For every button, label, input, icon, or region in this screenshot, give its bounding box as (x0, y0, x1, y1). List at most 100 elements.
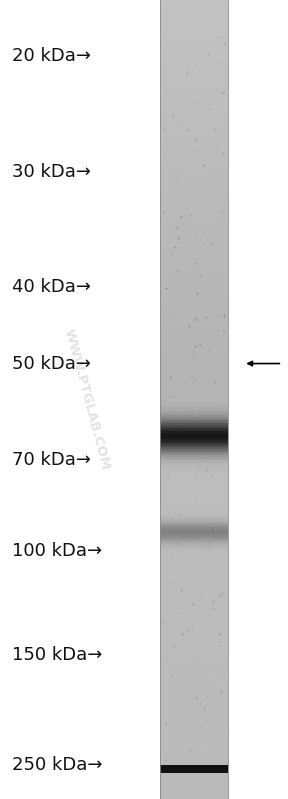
Bar (160, 486, 228, 487)
Bar (160, 730, 228, 732)
Bar (160, 0, 228, 2)
Bar (160, 796, 228, 797)
Bar (160, 713, 228, 714)
Bar (160, 157, 228, 158)
Bar (160, 355, 228, 356)
Bar (160, 201, 228, 203)
Bar (160, 235, 228, 237)
Bar (160, 340, 228, 342)
Bar (160, 158, 228, 160)
Bar (160, 396, 228, 398)
Bar (160, 706, 228, 708)
Bar (160, 666, 228, 668)
Bar (160, 446, 228, 447)
Bar (160, 190, 228, 192)
Bar (160, 163, 228, 165)
Bar (160, 580, 228, 582)
Bar (160, 500, 228, 502)
Bar (160, 409, 228, 411)
Bar (160, 326, 228, 328)
Bar (160, 259, 228, 260)
Bar (160, 37, 228, 38)
Bar (160, 547, 228, 548)
Bar (160, 626, 228, 628)
Bar (160, 570, 228, 572)
Bar (160, 689, 228, 690)
Bar (160, 588, 228, 590)
Bar (160, 567, 228, 569)
Bar (160, 449, 228, 451)
Bar (160, 741, 228, 743)
Bar (160, 574, 228, 575)
Bar (160, 93, 228, 94)
Bar (160, 556, 228, 558)
Bar (160, 606, 228, 607)
Bar (160, 705, 228, 706)
Bar (160, 761, 228, 762)
Bar (160, 772, 228, 773)
Bar (160, 75, 228, 77)
Bar (160, 150, 228, 152)
Bar (160, 639, 228, 641)
Bar (160, 5, 228, 6)
Bar (160, 206, 228, 208)
Bar (160, 13, 228, 14)
Bar (160, 273, 228, 275)
Bar (160, 630, 228, 631)
Bar (160, 481, 228, 483)
Bar (160, 46, 228, 48)
Bar (160, 612, 228, 614)
Bar (160, 147, 228, 149)
Bar (160, 336, 228, 337)
Bar (160, 454, 228, 455)
Bar (160, 780, 228, 781)
Bar (160, 286, 228, 288)
Bar (160, 316, 228, 318)
Bar (160, 123, 228, 125)
Bar (160, 177, 228, 179)
Bar (160, 393, 228, 395)
Bar (160, 283, 228, 284)
Bar (160, 551, 228, 553)
Text: WWW.PTGLAB.COM: WWW.PTGLAB.COM (61, 328, 111, 471)
Bar (160, 577, 228, 578)
Bar (160, 205, 228, 206)
Bar (160, 61, 228, 62)
Bar (160, 425, 228, 427)
Bar (160, 29, 228, 30)
Bar (160, 610, 228, 612)
Bar (160, 623, 228, 625)
Bar (160, 749, 228, 751)
Bar (160, 260, 228, 262)
Bar (160, 470, 228, 471)
Bar (160, 444, 228, 446)
Bar (160, 499, 228, 500)
Text: 50 kDa→: 50 kDa→ (12, 355, 90, 372)
Bar (160, 149, 228, 150)
Bar (160, 280, 228, 281)
Bar (160, 655, 228, 657)
Bar (160, 22, 228, 24)
Bar (160, 564, 228, 566)
Bar (160, 328, 228, 329)
Bar (160, 411, 228, 412)
Bar (160, 224, 228, 225)
Bar (160, 607, 228, 609)
Bar (160, 668, 228, 670)
Bar (160, 360, 228, 361)
Bar (160, 19, 228, 21)
Bar (160, 56, 228, 58)
Bar (160, 625, 228, 626)
Bar (160, 631, 228, 633)
Bar (160, 222, 228, 224)
Bar (160, 725, 228, 727)
Bar (160, 737, 228, 738)
Bar (160, 176, 228, 177)
Bar (160, 452, 228, 454)
Bar (160, 762, 228, 764)
Bar (160, 214, 228, 216)
Bar (160, 716, 228, 718)
Bar (160, 722, 228, 724)
Bar (160, 423, 228, 425)
Bar (160, 676, 228, 678)
